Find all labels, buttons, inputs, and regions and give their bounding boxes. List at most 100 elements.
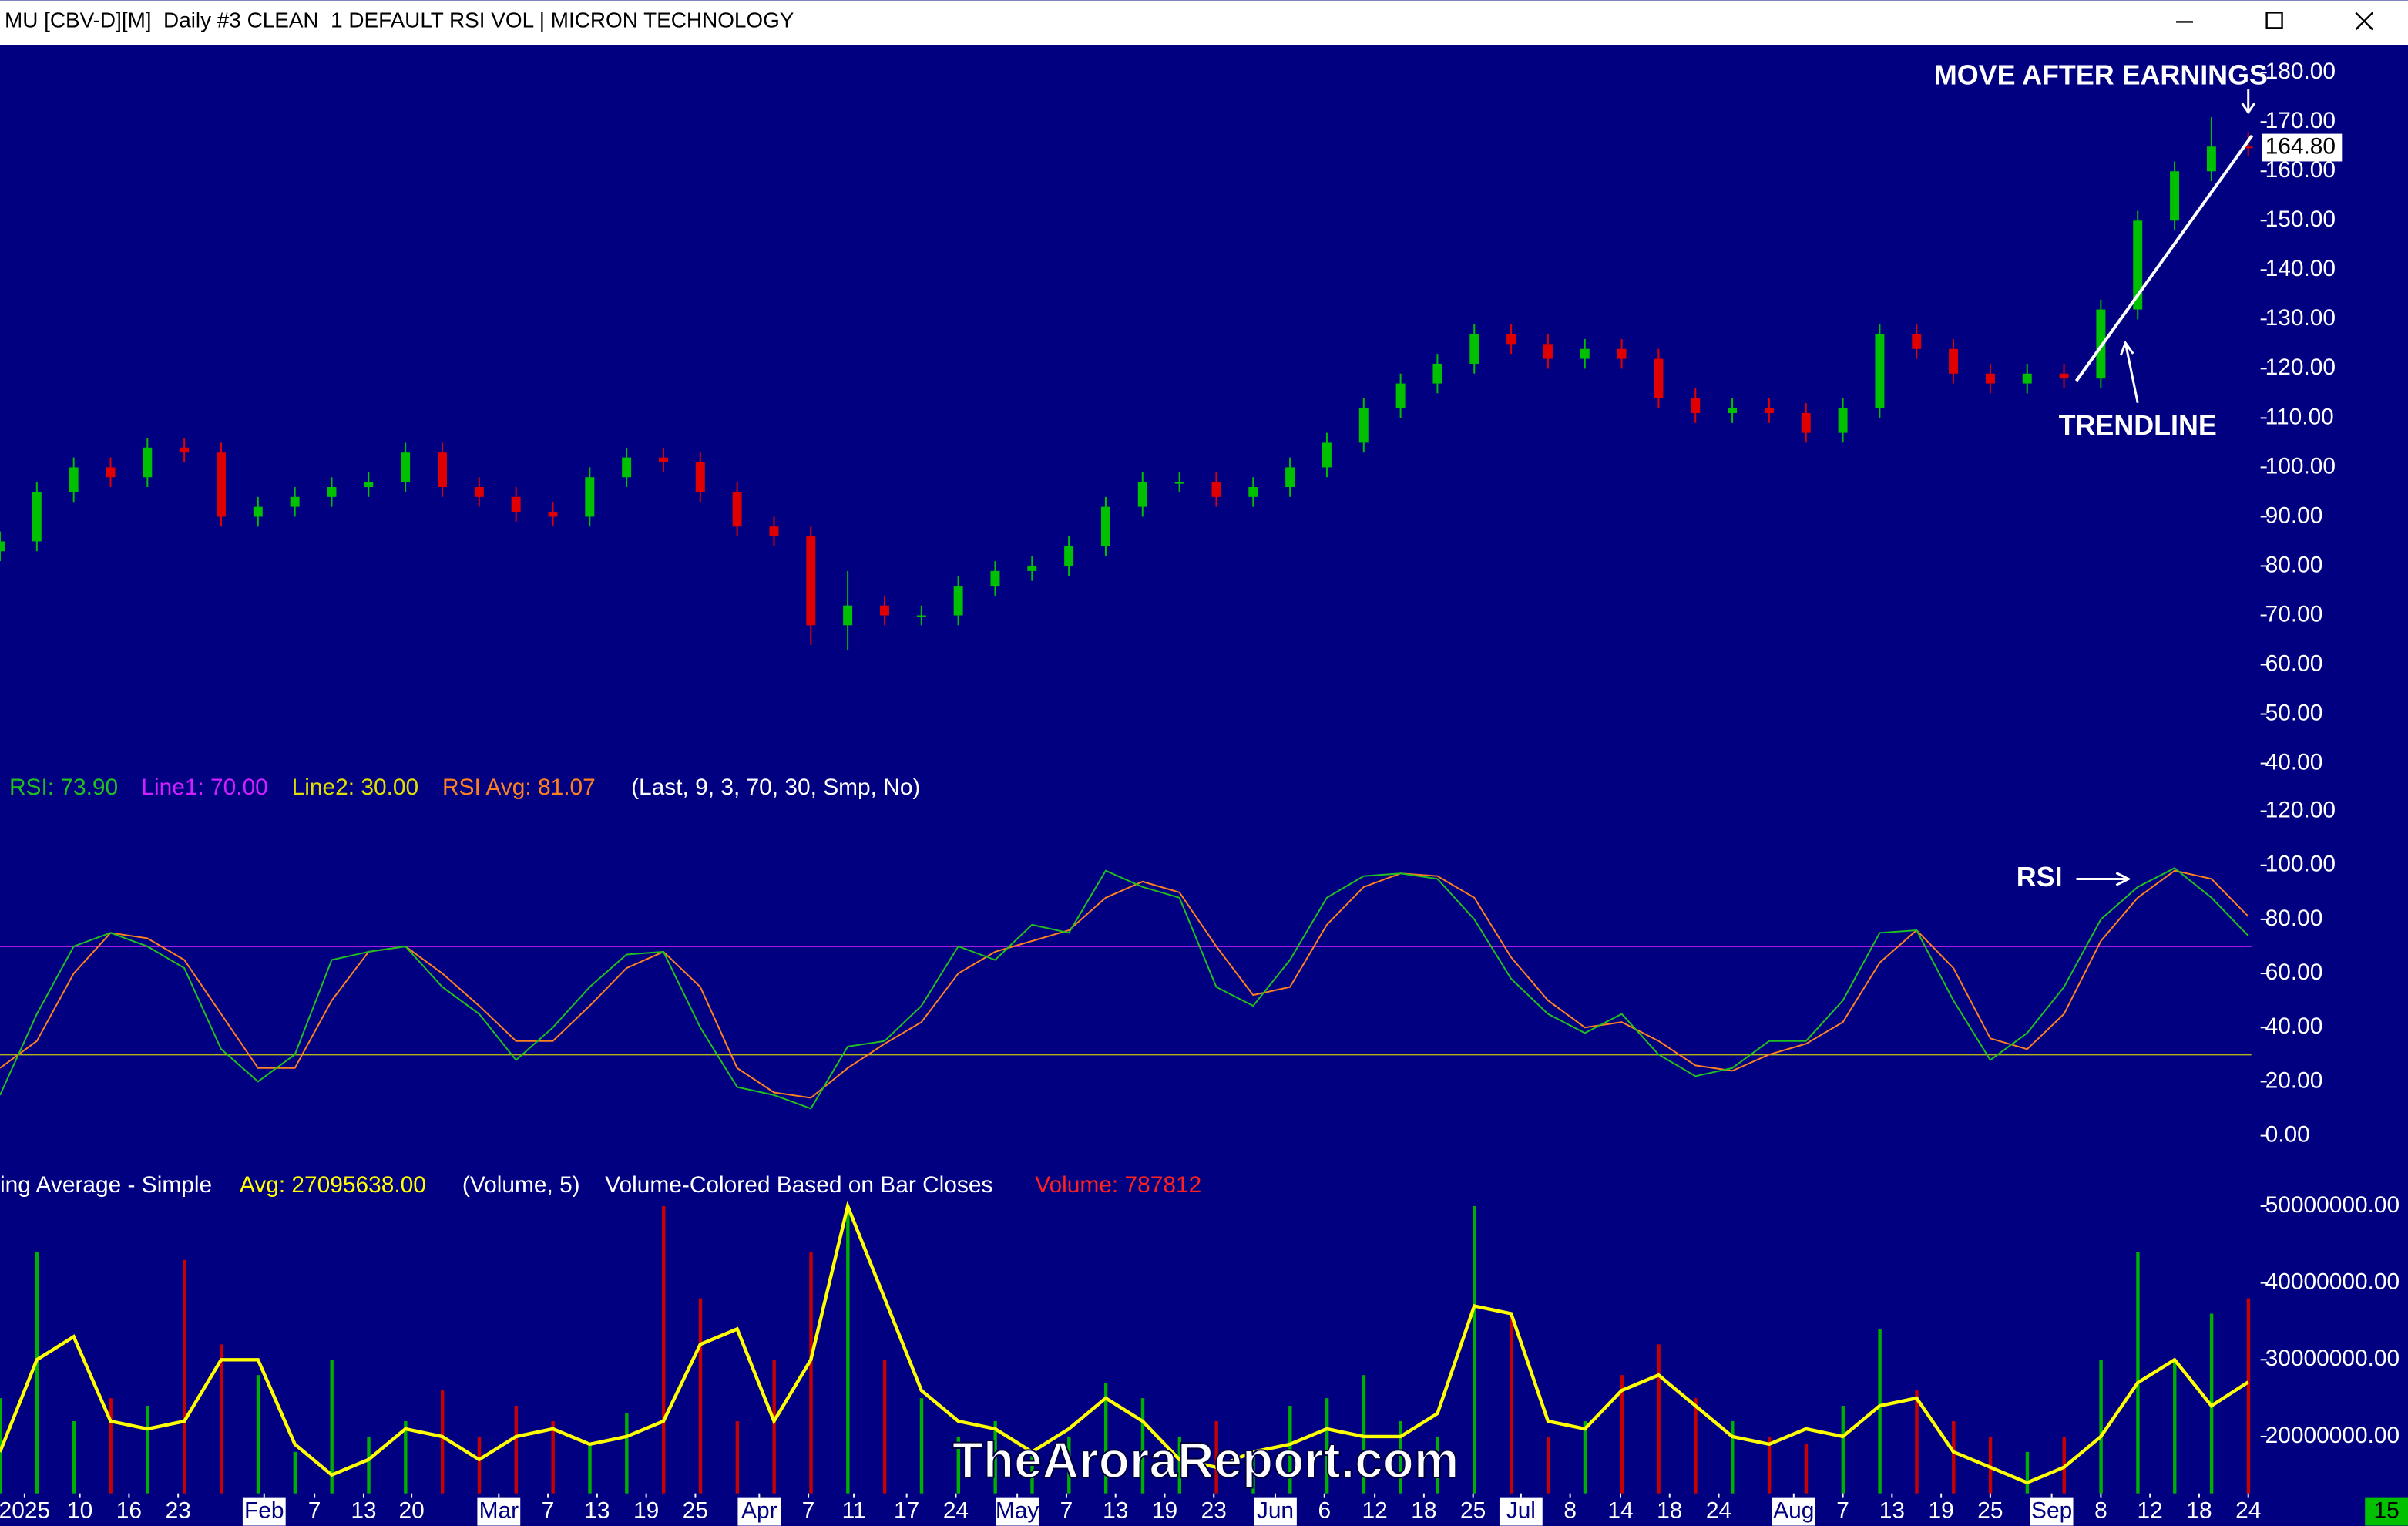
candle-body: [1137, 482, 1147, 507]
volume-bar: [1362, 1375, 1366, 1494]
x-tick-label: 25: [683, 1497, 708, 1523]
volume-bar: [661, 1205, 666, 1494]
volume-bar: [2099, 1360, 2103, 1494]
candle-body: [327, 487, 337, 497]
x-tick-label: 18: [1657, 1497, 1682, 1523]
maximize-button[interactable]: [2265, 12, 2283, 29]
candle-body: [1801, 412, 1811, 433]
annotation-arrow: [2076, 872, 2131, 886]
y-tick-label: 60.00: [2265, 960, 2323, 985]
volume-bar: [846, 1205, 850, 1494]
close-button[interactable]: [2355, 12, 2374, 31]
x-tick-label: Aug: [1773, 1497, 1814, 1523]
x-tick-label: 20: [399, 1497, 425, 1523]
y-tick-label: 80.00: [2265, 906, 2323, 931]
x-tick-label: 10: [67, 1497, 92, 1523]
candle-body: [1691, 398, 1701, 413]
x-tick-label: 18: [1411, 1497, 1436, 1523]
volume-bar: [2136, 1252, 2140, 1494]
x-tick-label: 12: [2138, 1497, 2163, 1523]
current-volume: Volume: 787812: [1035, 1172, 1201, 1198]
x-tick-highlight: [2030, 1497, 2074, 1526]
x-tick-label: 7: [802, 1497, 815, 1523]
candle-body: [622, 457, 632, 478]
candle-body: [879, 605, 889, 616]
volume-bar: [2025, 1451, 2030, 1494]
candle-body: [2170, 171, 2180, 221]
x-tick-highlight: [477, 1497, 521, 1526]
candle-body: [253, 506, 263, 517]
volume-bar: [919, 1398, 924, 1494]
legend-entry: RSI: 73.90: [9, 775, 118, 800]
volume-average-line: [0, 1200, 2249, 1485]
x-tick-label: 13: [351, 1497, 376, 1523]
x-tick-label: 16: [116, 1497, 142, 1523]
candle-body: [1358, 408, 1369, 443]
y-tick-label: 160.00: [2265, 157, 2336, 183]
volume-bar: [1841, 1406, 1845, 1494]
title-bar: [0, 0, 2408, 45]
x-tick-label: 6: [1318, 1497, 1331, 1523]
candle-body: [474, 487, 484, 497]
candle-body: [1875, 334, 1885, 408]
legend-entry: Avg: 27095638.00: [240, 1172, 426, 1198]
volume-bar: [404, 1420, 408, 1494]
candle-body: [106, 467, 116, 478]
candle-body: [1506, 334, 1516, 345]
x-tick-label: Sep: [2031, 1497, 2072, 1523]
volume-bar: [330, 1360, 334, 1494]
candle-body: [0, 541, 5, 552]
candle-body: [217, 452, 226, 517]
volume-bar: [514, 1406, 519, 1494]
volume-bar: [1988, 1436, 1993, 1494]
candle-body: [1543, 344, 1553, 359]
indicator-params: (Last, 9, 3, 70, 30, Smp, No): [631, 775, 920, 800]
x-tick-label: 7: [308, 1497, 321, 1523]
y-tick-label: 90.00: [2265, 503, 2323, 528]
volume-bar: [1583, 1420, 1587, 1494]
volume-bar: [1288, 1406, 1292, 1494]
x-tick-highlight: [996, 1497, 1039, 1526]
x-tick-label: Apr: [741, 1497, 777, 1523]
volume-bar: [293, 1451, 297, 1494]
volume-bar: [1546, 1436, 1550, 1494]
candle-body: [732, 492, 742, 527]
volume-bar: [735, 1420, 740, 1494]
indicator-label: Volume-Colored Based on Bar Closes: [605, 1172, 992, 1198]
volume-bar: [219, 1344, 223, 1494]
x-tick-label: 25: [1977, 1497, 2003, 1523]
candle-body: [585, 477, 595, 517]
volume-bar: [1214, 1420, 1218, 1494]
volume-bar: [2246, 1298, 2251, 1494]
volume-bar: [1620, 1375, 1624, 1494]
trendline: [2074, 134, 2254, 382]
candle-body: [69, 467, 79, 492]
x-tick-label: Jun: [1257, 1497, 1294, 1523]
x-tick-label: 24: [2235, 1497, 2261, 1523]
x-tick-label: 24: [1706, 1497, 1731, 1523]
volume-bar: [698, 1298, 703, 1494]
candle-body: [1211, 482, 1221, 497]
candle-body: [511, 496, 521, 513]
volume-bar: [477, 1436, 482, 1494]
candle-body: [180, 447, 190, 453]
candle-body: [1580, 348, 1590, 359]
indicator-params: (Volume, 5): [462, 1172, 580, 1198]
y-tick-label: 120.00: [2265, 355, 2336, 380]
candle-body: [1654, 358, 1664, 398]
annotation-arrow: [2119, 340, 2139, 403]
volume-bar: [1251, 1451, 1255, 1494]
candle-body: [2206, 146, 2216, 172]
volume-bar: [72, 1420, 76, 1494]
y-tick-label: 40.00: [2265, 1013, 2323, 1039]
y-tick-label: 110.00: [2265, 404, 2334, 429]
y-tick-label: 180.00: [2265, 59, 2336, 84]
candle-body: [695, 462, 705, 492]
candle-body: [1322, 442, 1332, 468]
candle-body: [1100, 506, 1110, 546]
volume-bar: [1177, 1436, 1182, 1494]
candle-body: [2096, 309, 2106, 379]
legend-entry: Line1: 70.00: [141, 775, 267, 800]
y-tick-label: 80.00: [2265, 552, 2323, 577]
